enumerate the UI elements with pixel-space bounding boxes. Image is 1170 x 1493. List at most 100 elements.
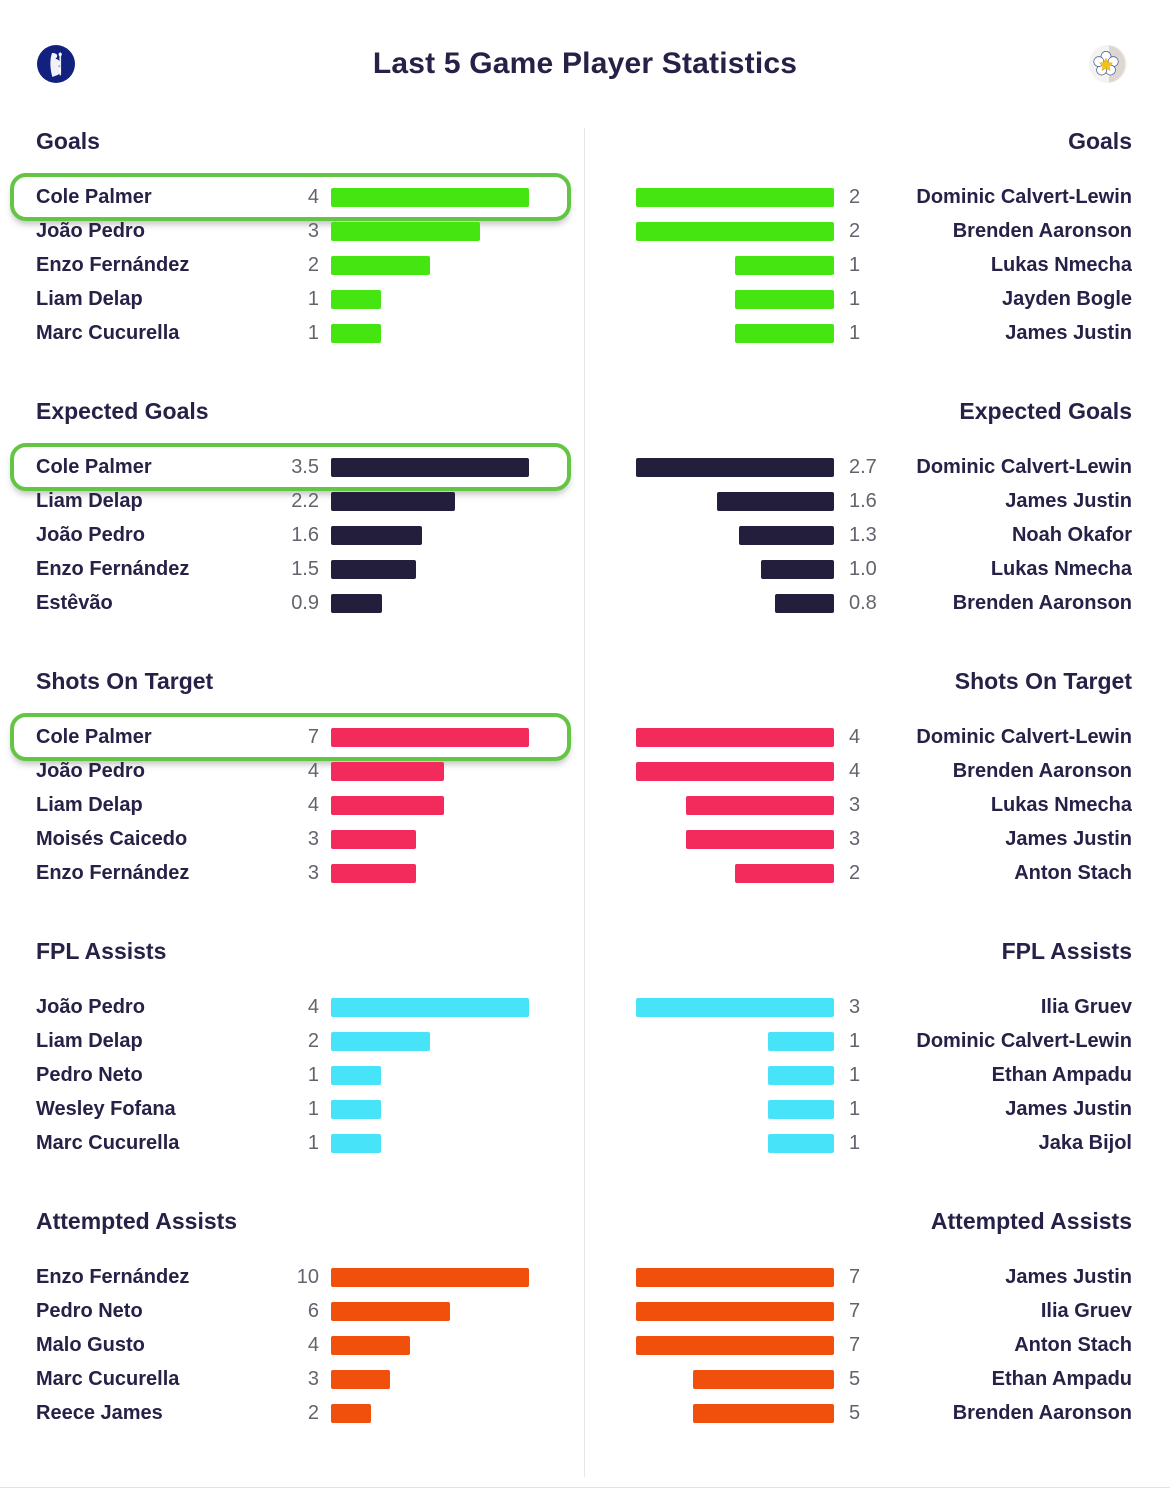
stat-row: Cole Palmer 4 2 Dominic Calvert-Lewin	[0, 173, 1170, 221]
stat-row-right: 5 Ethan Ampadu	[585, 1362, 1170, 1396]
stat-value: 1.6	[291, 523, 319, 546]
player-name: Lukas Nmecha	[990, 793, 1132, 816]
player-name: James Justin	[1005, 321, 1132, 344]
stat-row-left: Enzo Fernández 2	[0, 248, 585, 282]
bar-container	[331, 525, 529, 545]
stat-value: 3.5	[291, 455, 319, 478]
player-name: João Pedro	[36, 759, 145, 782]
stat-value: 4	[307, 1333, 319, 1356]
stat-value: 1	[849, 1063, 861, 1086]
stat-row-left: Liam Delap 2.2	[0, 484, 585, 518]
stat-bar	[636, 221, 834, 241]
stat-bar	[331, 491, 456, 511]
stat-value: 3	[849, 995, 861, 1018]
bar-container	[636, 187, 834, 207]
stat-row: Malo Gusto 4 7 Anton Stach	[0, 1328, 1170, 1362]
highlighted-stat-row-left: Cole Palmer 3.5	[0, 443, 585, 491]
stat-value: 1	[849, 321, 861, 344]
stat-row-left: Pedro Neto 1	[0, 1058, 585, 1092]
stat-row-right: 3 Ilia Gruev	[585, 990, 1170, 1024]
player-name: Noah Okafor	[1011, 523, 1132, 546]
stat-row-left: Malo Gusto 4	[0, 1328, 585, 1362]
stat-row-right: 4 Dominic Calvert-Lewin	[585, 720, 1170, 754]
stat-bar	[685, 829, 834, 849]
stat-row-right: 3 James Justin	[585, 822, 1170, 856]
stat-row-right: 1 Jayden Bogle	[585, 282, 1170, 316]
chelsea-club-badge-icon	[36, 44, 76, 84]
stat-row-right: 4 Brenden Aaronson	[585, 754, 1170, 788]
stat-bar	[331, 559, 416, 579]
stat-row-left: Estêvão 0.9	[0, 586, 585, 620]
section-title-right: Shots On Target	[954, 668, 1132, 694]
stat-row-left: Reece James 2	[0, 1396, 585, 1430]
stat-row-left: Liam Delap 2	[0, 1024, 585, 1058]
player-name: Cole Palmer	[36, 185, 152, 208]
bar-container	[331, 727, 529, 747]
player-name: Wesley Fofana	[36, 1097, 176, 1120]
stat-value: 2	[849, 185, 861, 208]
stat-value: 7	[849, 1299, 861, 1322]
section-header: Expected Goals Expected Goals	[0, 398, 1170, 424]
stat-row-left: Moisés Caicedo 3	[0, 822, 585, 856]
player-name: Enzo Fernández	[36, 861, 190, 884]
bar-container	[636, 221, 834, 241]
stat-row: Marc Cucurella 1 1 James Justin	[0, 316, 1170, 350]
stat-row-right: 1 James Justin	[585, 316, 1170, 350]
bar-container	[331, 289, 529, 309]
section-goals: Goals Goals Cole Palmer 4 2 Dominic Calvert-L…	[0, 128, 1170, 350]
stat-value: 1	[849, 287, 861, 310]
player-name: Liam Delap	[36, 287, 143, 310]
section-title-left: Goals	[36, 128, 100, 154]
stat-value: 4	[849, 759, 861, 782]
player-name: Liam Delap	[36, 793, 143, 816]
bar-container	[636, 1267, 834, 1287]
bar-container	[331, 1403, 529, 1423]
player-name: Pedro Neto	[36, 1063, 143, 1086]
section-title-right: Expected Goals	[959, 398, 1132, 424]
stat-bar	[692, 1369, 834, 1389]
player-name: João Pedro	[36, 523, 145, 546]
player-name: Brenden Aaronson	[952, 1401, 1132, 1424]
player-name: Brenden Aaronson	[952, 219, 1132, 242]
highlighted-stat-row-left: Cole Palmer 4	[0, 173, 585, 221]
stat-value: 5	[849, 1401, 861, 1424]
stat-bar	[331, 221, 480, 241]
stat-row-right: 2 Anton Stach	[585, 856, 1170, 890]
stat-row: Cole Palmer 7 4 Dominic Calvert-Lewin	[0, 713, 1170, 761]
stat-value: 2.2	[291, 489, 319, 512]
bar-container	[636, 795, 834, 815]
stat-bar	[331, 761, 445, 781]
stat-value: 3	[307, 1367, 319, 1390]
player-name: Lukas Nmecha	[990, 557, 1132, 580]
stat-bar	[331, 727, 529, 747]
stat-value: 1.5	[291, 557, 319, 580]
stat-value: 1	[849, 253, 861, 276]
bar-container	[331, 1335, 529, 1355]
player-name: Enzo Fernández	[36, 1265, 190, 1288]
stat-value: 3	[307, 219, 319, 242]
stat-value: 1	[307, 1097, 319, 1120]
bar-container	[331, 187, 529, 207]
player-name: Pedro Neto	[36, 1299, 143, 1322]
stat-row: Enzo Fernández 2 1 Lukas Nmecha	[0, 248, 1170, 282]
bar-container	[636, 1065, 834, 1085]
section-header: Goals Goals	[0, 128, 1170, 154]
bar-container	[331, 1267, 529, 1287]
stat-row-right: 1 Ethan Ampadu	[585, 1058, 1170, 1092]
bar-container	[331, 1065, 529, 1085]
stat-row-left: João Pedro 4	[0, 990, 585, 1024]
bar-container	[636, 289, 834, 309]
stat-row-right: 2 Dominic Calvert-Lewin	[585, 180, 1170, 214]
player-name: Moisés Caicedo	[36, 827, 188, 850]
section-header: Attempted Assists Attempted Assists	[0, 1208, 1170, 1234]
bar-container	[636, 1335, 834, 1355]
section-title-left: Shots On Target	[36, 668, 214, 694]
stat-bar	[331, 1031, 430, 1051]
section-title-right: Goals	[1068, 128, 1132, 154]
stat-row: Liam Delap 4 3 Lukas Nmecha	[0, 788, 1170, 822]
stat-bar	[331, 1099, 381, 1119]
player-name: Marc Cucurella	[36, 321, 180, 344]
stat-row-left: João Pedro 3	[0, 214, 585, 248]
stat-bar	[636, 457, 834, 477]
player-name: Enzo Fernández	[36, 253, 190, 276]
